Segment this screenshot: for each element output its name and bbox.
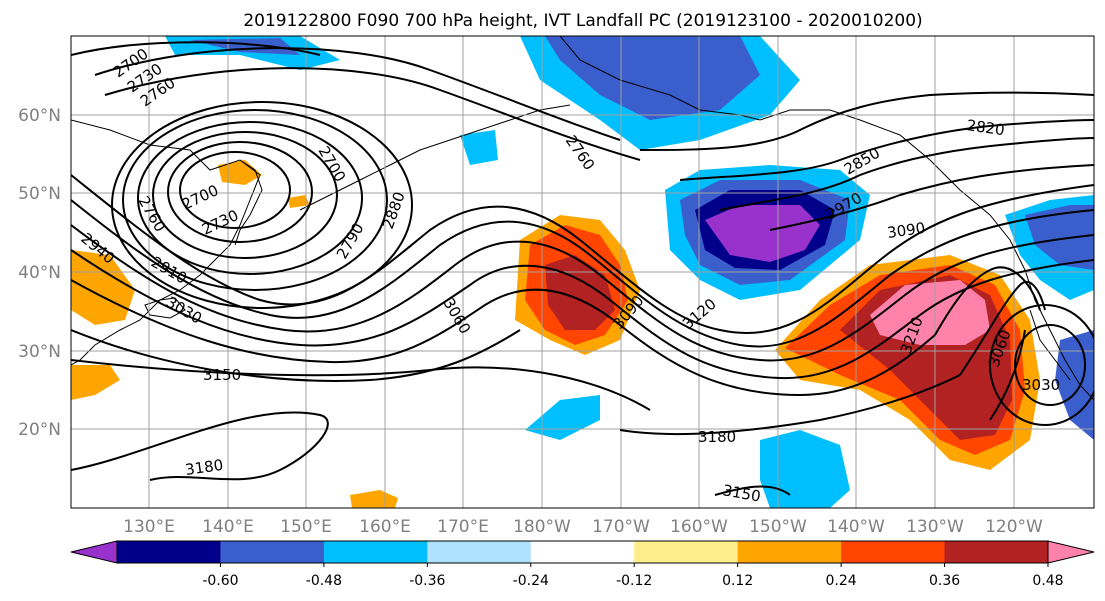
lon-tick-label: 170°W (592, 517, 650, 537)
lon-tick-label: 170°E (437, 517, 489, 537)
pos-anomaly-kamchatka (218, 160, 262, 185)
colorbar-segment (634, 541, 739, 563)
coastline-us (1029, 309, 1071, 381)
colorbar-tick-label: 0.24 (826, 573, 857, 589)
coastline-japan (144, 297, 186, 319)
neg-anomaly-gulf-core (705, 205, 820, 262)
contour-wave-5 (71, 279, 936, 397)
contour-north-3 (71, 41, 321, 56)
chart-title: 2019122800 F090 700 hPa height, IVT Land… (243, 11, 922, 31)
contour-wave-4 (71, 249, 1094, 380)
contour-label: 3180 (184, 456, 224, 479)
lat-tick-label: 30°N (18, 342, 61, 362)
contour-low-3 (152, 131, 338, 259)
colorbar-tick-label: -0.24 (513, 573, 549, 589)
coastline-alaska (559, 36, 1094, 401)
contour-low-1 (179, 151, 291, 229)
contour-label: 2820 (965, 116, 1005, 139)
colorbar-segment (427, 541, 532, 563)
latitude-ticks: 60°N 50°N 40°N 30°N 20°N (18, 106, 61, 440)
lon-tick-label: 160°W (670, 517, 728, 537)
lon-tick-label: 140°W (827, 517, 885, 537)
colorbar-segment (323, 541, 428, 563)
colorbar-tick-label: 0.36 (929, 573, 960, 589)
lon-tick-label: 150°W (749, 517, 807, 537)
contour-north-2 (104, 67, 641, 161)
map-frame (70, 35, 1095, 509)
contour-trough-4 (769, 164, 1094, 231)
contour-ridge-2 (959, 280, 1046, 376)
contour-east-low-2 (989, 304, 1094, 426)
pos-anomaly-sw (71, 365, 120, 400)
lat-tick-label: 40°N (18, 263, 61, 283)
lon-tick-label: 130°E (123, 517, 175, 537)
colorbar-tick-label: -0.12 (616, 573, 652, 589)
colorbar-tick-label: 0.48 (1032, 573, 1063, 589)
contour-east-low (1014, 324, 1086, 406)
colorbar-extend-high (1047, 540, 1095, 564)
colorbar-segment (117, 541, 221, 563)
contour-ridge-3 (989, 329, 1026, 421)
contour-label: 3150 (203, 366, 241, 384)
pos-anomaly-kamchatka2 (288, 195, 310, 208)
contour-low-2 (167, 141, 313, 243)
pos-anomaly-south (350, 490, 398, 508)
contour-trough-1 (639, 91, 1094, 151)
lon-tick-label: 180°W (513, 517, 571, 537)
lon-tick-label: 150°E (280, 517, 332, 537)
contour-wave-6 (71, 329, 521, 382)
lon-tick-label: 120°W (985, 517, 1043, 537)
contour-label: 3030 (1022, 376, 1060, 394)
colorbar-segment (737, 541, 842, 563)
pos-anomaly-japan (71, 250, 135, 325)
contour-low-4 (137, 121, 363, 275)
longitude-ticks: 130°E 140°E 150°E 160°E 170°E 180°W 170°W 160°W… (123, 517, 1043, 537)
contour-label: 3180 (698, 428, 736, 446)
ivt-shading (71, 36, 1094, 508)
colorbar-tick-label: -0.36 (409, 573, 445, 589)
coastline-kamchatka (234, 159, 263, 246)
contour-trough-2 (679, 119, 1094, 181)
contour-3150-east (714, 485, 791, 496)
colorbar-segment (841, 541, 946, 563)
colorbar-tick-label: -0.60 (202, 573, 238, 589)
lat-tick-label: 50°N (18, 184, 61, 204)
height-contours (71, 41, 1094, 496)
contour-label: 3090 (886, 219, 926, 242)
lat-tick-label: 60°N (18, 106, 61, 126)
map-panel: 2700 2730 2760 2700 2730 2760 2700 2760 … (71, 36, 1094, 508)
colorbar-segment (944, 541, 1049, 563)
contour-wave-3 (71, 224, 1094, 362)
colorbar-tick-label: 0.12 (722, 573, 753, 589)
colorbar-extend-low (70, 540, 118, 564)
lat-tick-label: 20°N (18, 420, 61, 440)
contour-3180 (71, 411, 329, 481)
colorbar-segment (220, 541, 325, 563)
contour-north-1 (94, 47, 621, 141)
lon-tick-label: 160°E (359, 517, 411, 537)
contour-3150 (71, 359, 651, 411)
neg-anomaly-alaska-core (545, 36, 760, 120)
contour-low-6 (111, 101, 413, 309)
colorbar-frame (116, 540, 1049, 564)
contour-wave-2 (71, 199, 1094, 348)
contour-trough-3 (719, 137, 1094, 211)
lon-tick-label: 130°W (906, 517, 964, 537)
neg-anomaly-subtrop (760, 430, 850, 508)
contour-low-5 (122, 109, 388, 291)
contour-3180-east (619, 374, 961, 436)
lon-tick-label: 140°E (202, 517, 254, 537)
contour-wave-1 (71, 174, 1094, 334)
neg-anomaly-bc-core (1025, 205, 1094, 270)
colorbar-tick-label: -0.48 (306, 573, 342, 589)
colorbar-segment (530, 541, 635, 563)
neg-anomaly-small (460, 130, 498, 165)
contour-ridge-1 (934, 266, 1041, 336)
coastlines (71, 36, 1094, 401)
coastline-asia (71, 119, 261, 366)
colorbar: -0.60 -0.48 -0.36 -0.24 -0.12 0.12 0.24 0.36 0.4… (70, 540, 1095, 589)
